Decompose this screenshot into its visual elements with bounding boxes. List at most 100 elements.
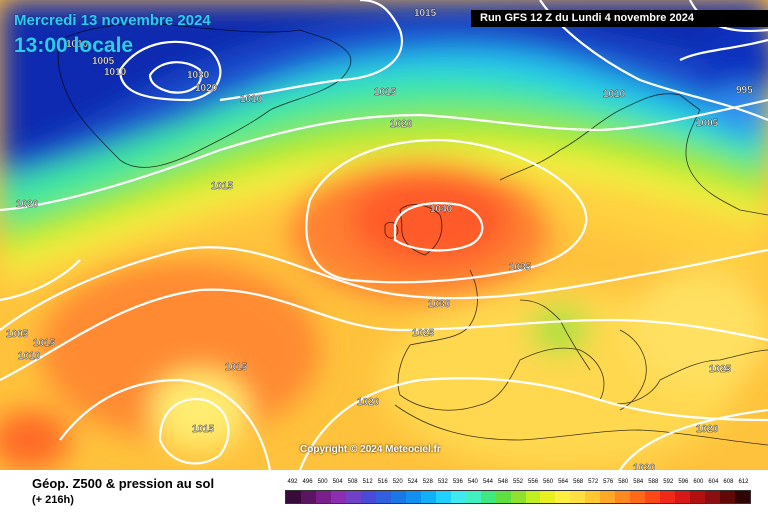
color-scale-swatch bbox=[735, 491, 751, 503]
forecast-date: Mercredi 13 novembre 2024 bbox=[14, 12, 211, 29]
isobar-label: 1030 bbox=[187, 70, 210, 81]
color-scale-label: 512 bbox=[362, 479, 373, 485]
geopotential-field bbox=[0, 0, 768, 470]
color-scale-swatch bbox=[660, 491, 676, 503]
isobar-label: 1025 bbox=[412, 328, 435, 339]
color-scale-label: 576 bbox=[603, 479, 614, 485]
color-scale-label: 536 bbox=[452, 479, 463, 485]
color-scale-label: 524 bbox=[407, 479, 418, 485]
color-scale-swatch bbox=[600, 491, 616, 503]
isobar-label: 1015 bbox=[33, 338, 56, 349]
isobar-label: 1020 bbox=[16, 199, 39, 210]
color-scale-swatch bbox=[705, 491, 721, 503]
isobar-label: 1020 bbox=[390, 119, 413, 130]
isobar-label: 1010 bbox=[603, 89, 626, 100]
color-scale-label: 560 bbox=[543, 479, 554, 485]
isobar-label: 1005 bbox=[6, 329, 29, 340]
isobar-label: 1040 bbox=[430, 204, 453, 215]
isobar-label: 1015 bbox=[192, 424, 215, 435]
color-scale-label: 520 bbox=[392, 479, 403, 485]
isobar-label: 1015 bbox=[374, 87, 397, 98]
color-scale-label: 548 bbox=[497, 479, 508, 485]
color-scale-swatch bbox=[375, 491, 391, 503]
isobar-label: 1020 bbox=[195, 83, 218, 94]
color-scale-label: 496 bbox=[302, 479, 313, 485]
color-scale-swatch bbox=[630, 491, 646, 503]
color-scale-swatch bbox=[585, 491, 601, 503]
color-scale-label: 596 bbox=[678, 479, 689, 485]
color-scale-swatch bbox=[286, 491, 301, 503]
isobar-label: 1005 bbox=[696, 118, 719, 129]
color-scale-label: 588 bbox=[648, 479, 659, 485]
color-scale-label: 500 bbox=[317, 479, 328, 485]
color-scale-swatch bbox=[555, 491, 571, 503]
color-scale-label: 556 bbox=[528, 479, 539, 485]
isobar-label: 1015 bbox=[414, 8, 437, 19]
color-scale-swatch bbox=[420, 491, 436, 503]
color-scale-swatch bbox=[645, 491, 661, 503]
color-scale-label: 612 bbox=[738, 479, 749, 485]
color-scale-swatch bbox=[300, 491, 316, 503]
color-scale-label: 552 bbox=[512, 479, 523, 485]
color-scale-swatch bbox=[315, 491, 331, 503]
color-scale-label: 532 bbox=[437, 479, 448, 485]
color-scale-label: 600 bbox=[693, 479, 704, 485]
forecast-time: 13:00 locale bbox=[14, 34, 134, 57]
color-scale-swatch bbox=[615, 491, 631, 503]
color-scale-swatch bbox=[720, 491, 736, 503]
isobar-label: 1025 bbox=[709, 364, 732, 375]
color-scale-swatch bbox=[540, 491, 556, 503]
weather-map: 1015 1010 1005 1010 1030 1020 1010 1015 … bbox=[0, 0, 768, 470]
color-scale-swatch bbox=[390, 491, 406, 503]
color-scale-label: 516 bbox=[377, 479, 388, 485]
legend-title: Géop. Z500 & pression au sol bbox=[32, 476, 215, 491]
color-scale-swatch bbox=[480, 491, 496, 503]
color-scale-swatch bbox=[450, 491, 466, 503]
color-scale-label: 584 bbox=[633, 479, 644, 485]
model-run-label: Run GFS 12 Z du Lundi 4 novembre 2024 bbox=[471, 10, 768, 27]
color-scale-swatch bbox=[675, 491, 691, 503]
color-scale-swatch bbox=[330, 491, 346, 503]
isobar-label: 1035 bbox=[509, 262, 532, 273]
isobar-label: 1010 bbox=[240, 94, 263, 105]
legend-bar: Géop. Z500 & pression au sol (+ 216h) 49… bbox=[0, 470, 768, 512]
isobar-label: 995 bbox=[736, 85, 753, 96]
isobar-label: 1010 bbox=[104, 67, 127, 78]
isobar-label: 1015 bbox=[225, 362, 248, 373]
color-scale-label: 568 bbox=[573, 479, 584, 485]
legend-subtitle: (+ 216h) bbox=[32, 494, 74, 506]
color-scale-label: 572 bbox=[588, 479, 599, 485]
isobar-lines bbox=[0, 0, 768, 470]
isobar-label: 1005 bbox=[92, 56, 115, 67]
color-scale-swatch bbox=[360, 491, 376, 503]
color-scale-label: 492 bbox=[287, 479, 298, 485]
color-scale-swatch bbox=[570, 491, 586, 503]
color-scale-label: 528 bbox=[422, 479, 433, 485]
isobar-label: 1020 bbox=[696, 424, 719, 435]
isobar-label: 1020 bbox=[357, 397, 380, 408]
color-scale-label: 504 bbox=[332, 479, 343, 485]
color-scale-swatch bbox=[525, 491, 541, 503]
color-scale-swatch bbox=[435, 491, 451, 503]
color-scale-swatch bbox=[495, 491, 511, 503]
coastlines bbox=[57, 23, 768, 446]
color-scale-swatch bbox=[510, 491, 526, 503]
isobar-value-labels: 1015 1010 1005 1010 1030 1020 1010 1015 … bbox=[6, 8, 754, 470]
color-scale-swatch bbox=[465, 491, 481, 503]
color-scale-label: 544 bbox=[482, 479, 493, 485]
color-scale-swatch bbox=[405, 491, 421, 503]
isobar-label: 1015 bbox=[211, 181, 234, 192]
color-scale-label: 592 bbox=[663, 479, 674, 485]
color-scale-label: 580 bbox=[618, 479, 629, 485]
color-scale-label: 608 bbox=[723, 479, 734, 485]
isobar-label: 1010 bbox=[18, 351, 41, 362]
isobar-label: 1030 bbox=[428, 299, 451, 310]
color-scale-label: 540 bbox=[467, 479, 478, 485]
color-scale-label: 508 bbox=[347, 479, 358, 485]
color-scale bbox=[285, 490, 751, 504]
color-scale-label: 564 bbox=[558, 479, 569, 485]
color-scale-label: 604 bbox=[708, 479, 719, 485]
color-scale-labels: 492 496 500 504 508 512 516 520 524 528 532 536 540 5… bbox=[283, 479, 755, 489]
color-scale-swatch bbox=[690, 491, 706, 503]
